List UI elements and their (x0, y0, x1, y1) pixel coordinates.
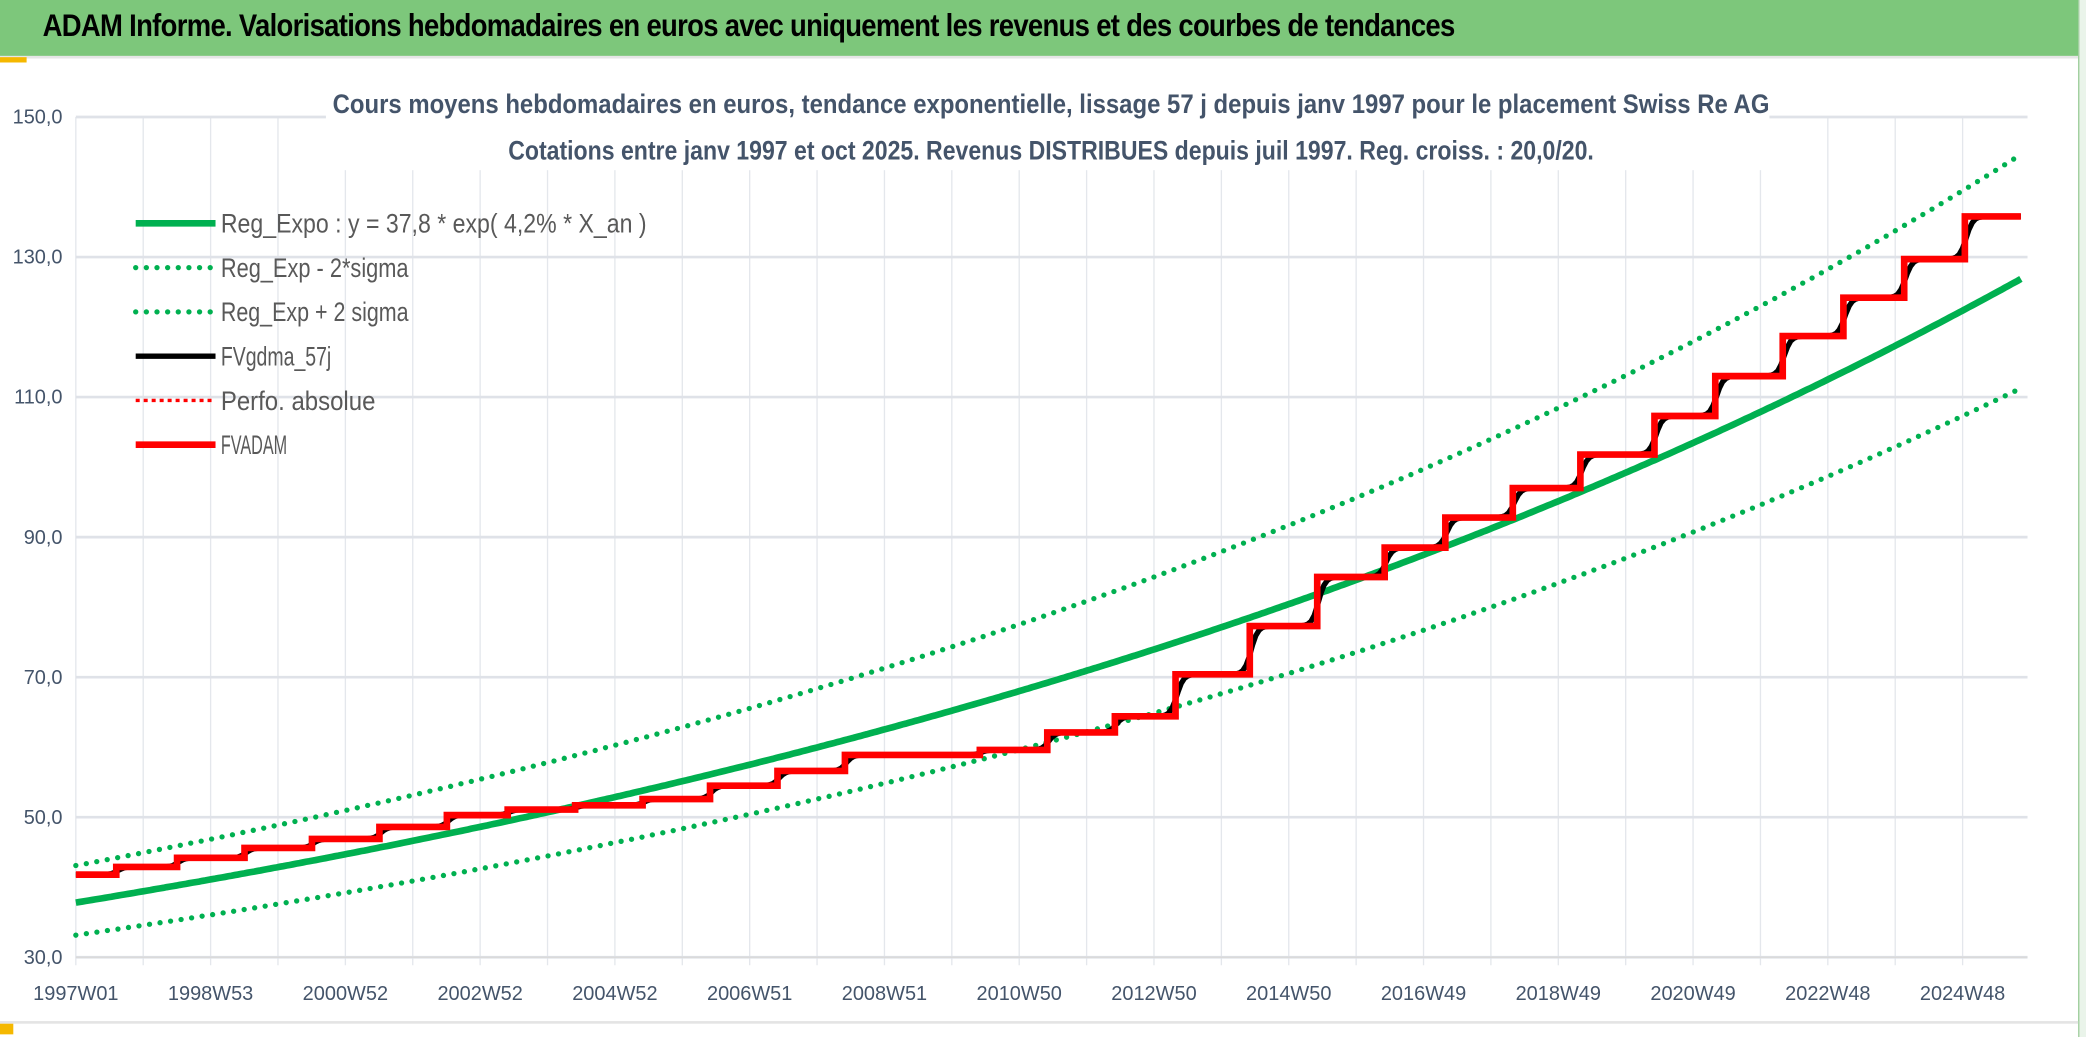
legend-label: Perfo. absolue (221, 386, 376, 416)
x-tick-label: 2002W52 (437, 983, 522, 1005)
y-tick-label: 30,0 (24, 947, 63, 969)
legend-label: FVADAM (221, 430, 287, 460)
y-tick-label: 130,0 (13, 247, 63, 269)
x-tick-label: 2016W49 (1381, 983, 1466, 1005)
y-tick-label: 150,0 (13, 107, 63, 129)
y-tick-label: 50,0 (24, 807, 63, 829)
chart-title: Cours moyens hebdomadaires en euros, ten… (333, 89, 1770, 119)
x-tick-label: 1997W01 (33, 983, 118, 1005)
y-tick-label: 90,0 (24, 527, 63, 549)
legend: Reg_Expo : y = 37,8 * exp( 4,2% * X_an )… (133, 209, 647, 460)
y-tick-label: 70,0 (24, 667, 63, 689)
legend-label: Reg_Expo : y = 37,8 * exp( 4,2% * X_an ) (221, 209, 647, 239)
x-tick-label: 2012W50 (1111, 983, 1196, 1005)
x-tick-label: 2010W50 (977, 983, 1062, 1005)
x-tick-label: 2006W51 (707, 983, 792, 1005)
series-reg-exp-plus-2sigma (73, 151, 2024, 869)
x-tick-labels: 1997W01 1998W53 2000W52 2002W52 2004W52 2006W… (33, 983, 2005, 1005)
x-tick-label: 2024W48 (1920, 983, 2005, 1005)
right-border (2078, 0, 2086, 1038)
x-tick-label: 2014W50 (1246, 983, 1331, 1005)
legend-label: Reg_Exp - 2*sigma (221, 253, 409, 283)
series-reg-expo (75, 276, 2023, 906)
x-tick-label: 2000W52 (303, 983, 388, 1005)
title-bar: ADAM Informe. Valorisations hebdomadaire… (0, 0, 2079, 59)
x-tick-label: 2022W48 (1785, 983, 1870, 1005)
x-tick-label: 2004W52 (572, 983, 657, 1005)
grid (75, 115, 2028, 966)
series-group (73, 151, 2024, 938)
y-tick-labels: 30,0 50,0 70,0 90,0 110,0 130,0 150,0 (13, 107, 63, 969)
cell-marker-bottom (0, 1023, 14, 1035)
title-background (325, 79, 1770, 171)
x-tick-label: 2020W49 (1650, 983, 1735, 1005)
page-title: ADAM Informe. Valorisations hebdomadaire… (42, 7, 1456, 44)
x-tick-label: 2018W49 (1516, 983, 1601, 1005)
x-tick-label: 2008W51 (842, 983, 927, 1005)
legend-label: Reg_Exp + 2 sigma (221, 297, 409, 327)
y-tick-label: 110,0 (14, 387, 62, 409)
bottom-border (0, 1021, 2079, 1040)
legend-label: FVgdma_57j (221, 341, 331, 371)
x-tick-label: 1998W53 (168, 983, 253, 1005)
series-fvadam (75, 213, 2021, 879)
cell-marker (0, 57, 27, 63)
chart-subtitle: Cotations entre janv 1997 et oct 2025. R… (508, 136, 1594, 166)
